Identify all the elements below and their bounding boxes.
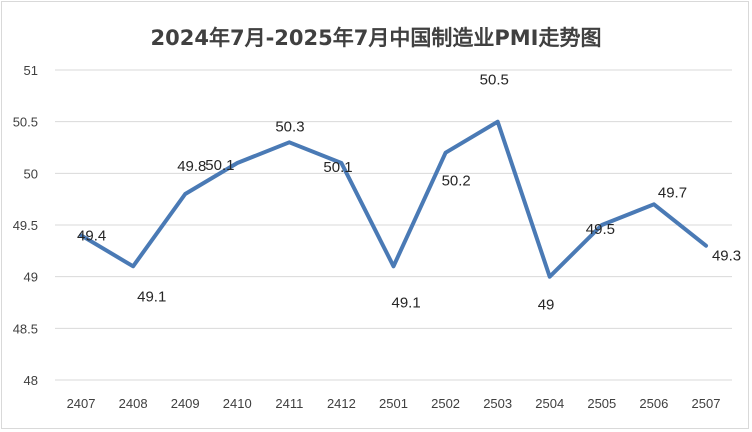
data-label: 49.7	[658, 184, 687, 201]
chart-title: 2024年7月-2025年7月中国制造业PMI走势图	[150, 26, 602, 50]
data-label: 49.5	[586, 221, 615, 238]
data-labels: 49.449.149.850.150.350.149.150.250.54949…	[77, 72, 741, 314]
data-label: 49	[538, 297, 555, 314]
x-tick-label: 2412	[327, 396, 356, 411]
data-label: 49.3	[712, 248, 741, 265]
x-axis-ticks: 2407 2408 2409 2410 2411 2412 2501 2502 2503 2504…	[67, 396, 721, 411]
y-tick-label: 50.5	[13, 115, 38, 130]
data-label: 49.8	[177, 158, 206, 175]
y-tick-label: 49	[24, 270, 38, 285]
x-tick-label: 2410	[223, 396, 252, 411]
x-tick-label: 2411	[275, 396, 303, 411]
data-label: 49.1	[137, 288, 166, 305]
data-label: 50.3	[275, 118, 304, 135]
y-axis-ticks: 48 48.5 49 49.5 50 50.5 51	[13, 63, 38, 388]
x-tick-label: 2409	[171, 396, 200, 411]
data-label: 49.1	[392, 294, 421, 311]
y-tick-label: 50	[24, 166, 38, 181]
x-tick-label: 2507	[692, 396, 721, 411]
x-tick-label: 2504	[535, 396, 564, 411]
x-tick-label: 2407	[67, 396, 96, 411]
data-label: 50.1	[205, 157, 234, 174]
y-tick-label: 48.5	[13, 321, 38, 336]
data-label: 50.2	[442, 173, 471, 190]
y-tick-label: 49.5	[13, 218, 38, 233]
x-tick-label: 2503	[483, 396, 512, 411]
series-line	[79, 119, 708, 279]
x-tick-label: 2408	[119, 396, 148, 411]
x-tick-label: 2501	[379, 396, 408, 411]
data-label: 50.5	[480, 72, 509, 89]
data-label: 49.4	[77, 227, 106, 244]
x-tick-label: 2506	[639, 396, 668, 411]
x-tick-label: 2502	[431, 396, 460, 411]
gridlines	[55, 69, 732, 381]
y-tick-label: 51	[24, 63, 38, 78]
y-tick-label: 48	[24, 373, 38, 388]
x-tick-label: 2505	[587, 396, 616, 411]
data-label: 50.1	[323, 159, 352, 176]
